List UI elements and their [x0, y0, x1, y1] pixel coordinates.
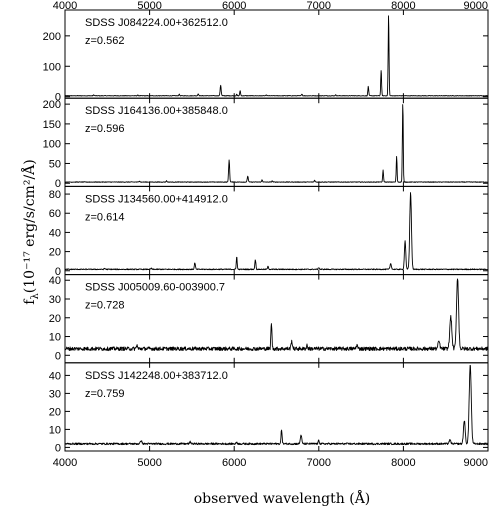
- spectrum-line: [64, 15, 489, 97]
- x-tick-label-top: 9000: [464, 0, 488, 12]
- y-tick-label: 20: [49, 313, 61, 325]
- x-tick-label: 8000: [391, 457, 415, 469]
- y-axis-label-main: f: [22, 298, 38, 305]
- panel-4: 0 10 20 30 40 SDSS J005009.60-003900.7 z=0.728: [49, 274, 489, 364]
- panel-object-name: SDSS J005009.60-003900.7: [85, 282, 225, 294]
- y-tick-label: 20: [49, 247, 61, 259]
- x-tick-label: 7000: [307, 457, 331, 469]
- y-tick-label: 80: [49, 189, 61, 201]
- y-tick-label: 50: [49, 158, 61, 170]
- y-tick-label: 10: [49, 424, 61, 436]
- y-tick-label: 30: [49, 294, 61, 306]
- y-tick-label: 0: [55, 92, 61, 104]
- x-tick-label-top: 5000: [137, 0, 161, 12]
- spectrum-line: [64, 104, 489, 183]
- x-tick-label-top: 8000: [391, 0, 415, 12]
- panel-redshift: z=0.562: [85, 35, 124, 47]
- x-tick-label: 9000: [464, 457, 488, 469]
- panel-object-name: SDSS J164136.00+385848.0: [85, 105, 228, 117]
- y-tick-label: 40: [49, 370, 61, 382]
- y-tick-label: 200: [43, 99, 61, 111]
- x-tick-label: 5000: [137, 457, 161, 469]
- panel-redshift: z=0.596: [85, 123, 124, 135]
- panel-object-name: SDSS J084224.00+362512.0: [85, 17, 228, 29]
- y-tick-label: 30: [49, 388, 61, 400]
- y-tick-label: 40: [49, 275, 61, 287]
- panel-object-name: SDSS J142248.00+383712.0: [85, 370, 228, 382]
- y-axis-label: fλ(10⁻¹⁷ erg/s/cm²/Å): [20, 159, 41, 304]
- panel-2: 0 50 100 150 200 SDSS J164136.00+385848.0 z=0.…: [43, 97, 489, 190]
- spectrum-line: [64, 192, 489, 271]
- panel-redshift: z=0.728: [85, 300, 124, 312]
- panel-frame: [64, 362, 489, 452]
- x-axis-label: observed wavelength (Å): [194, 489, 371, 507]
- panel-object-name: SDSS J134560.00+414912.0: [85, 193, 228, 205]
- y-tick-label: 20: [49, 406, 61, 418]
- y-tick-label: 0: [55, 178, 61, 190]
- panel-5: 0 10 20 30 40 SDSS J142248.00+383712.0 z=0.759: [49, 362, 489, 454]
- panel-redshift: z=0.614: [85, 211, 124, 223]
- x-tick-label-top: 4000: [53, 0, 77, 12]
- y-tick-label: 10: [49, 332, 61, 344]
- svg-text:fλ(10⁻¹⁷ erg/s/cm²/Å): fλ(10⁻¹⁷ erg/s/cm²/Å): [20, 159, 41, 304]
- y-tick-label: 0: [55, 442, 61, 454]
- x-tick-label: 6000: [222, 457, 246, 469]
- y-tick-label: 200: [43, 31, 61, 43]
- y-tick-label: 100: [43, 61, 61, 73]
- x-tick-label-top: 6000: [222, 0, 246, 12]
- panel-3: 0 20 40 60 80 SDSS J134560.00+414912.0 z=0.614: [49, 185, 489, 278]
- x-tick-label-top: 7000: [307, 0, 331, 12]
- panel-1: 0 100 200 SDSS J084224.00+362512.0 z=0.562: [43, 9, 489, 104]
- spectrum-line: [64, 278, 489, 352]
- y-tick-label: 0: [55, 350, 61, 362]
- y-tick-label: 150: [43, 119, 61, 131]
- y-axis-label-sub: λ: [30, 293, 41, 300]
- y-tick-label: 0: [55, 266, 61, 278]
- spectrum-line: [64, 364, 489, 446]
- y-axis-label-rest: (10⁻¹⁷ erg/s/cm²/Å): [20, 159, 38, 293]
- y-tick-label: 100: [43, 139, 61, 151]
- x-tick-label: 4000: [53, 457, 77, 469]
- y-tick-label: 40: [49, 227, 61, 239]
- panel-redshift: z=0.759: [85, 388, 124, 400]
- y-tick-label: 60: [49, 208, 61, 220]
